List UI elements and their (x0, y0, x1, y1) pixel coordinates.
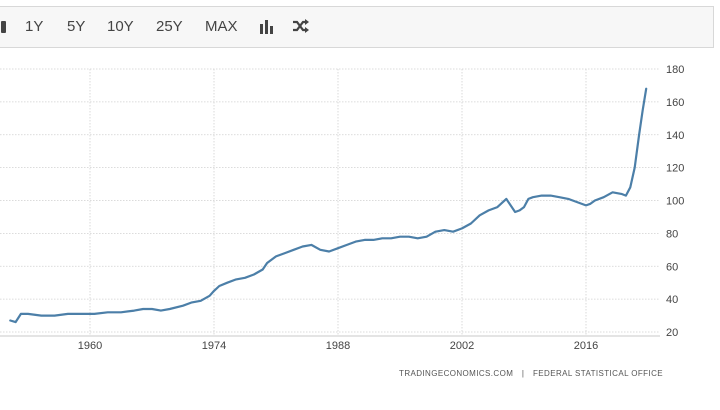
series-line[interactable] (9, 87, 648, 324)
line-chart: 20 40 60 80 100 120 140 160 180 1960 1974 1988 2002 2… (0, 64, 684, 352)
x-tick-label: 1960 (78, 340, 102, 352)
y-tick-label: 120 (666, 163, 684, 175)
y-tick-label: 40 (666, 294, 678, 306)
source-site: TRADINGECONOMICS.COM (399, 369, 514, 378)
x-tick-label: 2002 (450, 340, 474, 352)
shuffle-icon[interactable] (292, 17, 310, 40)
y-tick-label: 180 (666, 64, 684, 76)
bar-chart-icon[interactable] (259, 17, 275, 40)
y-tick-label: 140 (666, 130, 684, 142)
x-tick-label: 2016 (574, 340, 598, 352)
y-tick-label: 60 (666, 261, 678, 273)
y-tick-label: 100 (666, 196, 684, 208)
range-1y-button[interactable]: 1Y (25, 18, 44, 35)
y-tick-label: 20 (666, 327, 678, 339)
x-tick-label: 1988 (326, 340, 350, 352)
range-max-button[interactable]: MAX (205, 18, 238, 35)
y-tick-label: 80 (666, 228, 678, 240)
source-separator: | (521, 369, 525, 378)
range-5y-button[interactable]: 5Y (67, 18, 86, 35)
chart-area: 20 40 60 80 100 120 140 160 180 1960 1974 1988 2002 2… (0, 48, 720, 405)
calendar-icon[interactable] (1, 21, 6, 33)
range-25y-button[interactable]: 25Y (156, 18, 183, 35)
x-tick-label: 1974 (202, 340, 226, 352)
range-10y-button[interactable]: 10Y (107, 18, 134, 35)
source-publisher: FEDERAL STATISTICAL OFFICE (533, 369, 663, 378)
y-tick-label: 160 (666, 97, 684, 109)
chart-toolbar: 1Y 5Y 10Y 25Y MAX (0, 6, 714, 48)
chart-source: TRADINGECONOMICS.COM | FEDERAL STATISTIC… (399, 369, 663, 378)
